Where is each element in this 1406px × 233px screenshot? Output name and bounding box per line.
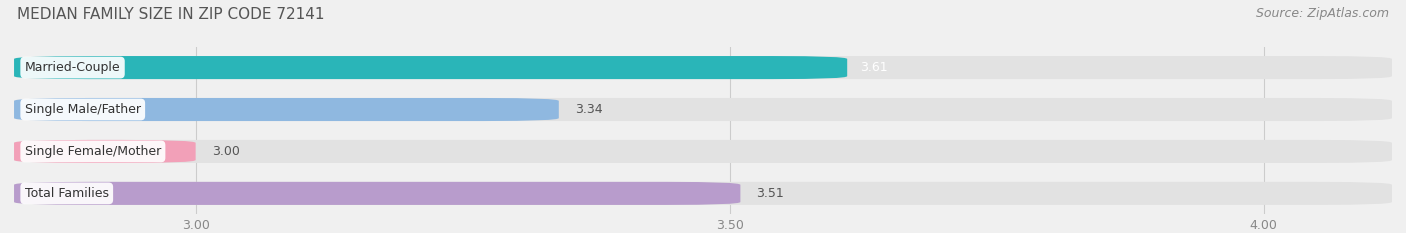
FancyBboxPatch shape: [14, 140, 1392, 163]
FancyBboxPatch shape: [14, 56, 1392, 79]
Text: Source: ZipAtlas.com: Source: ZipAtlas.com: [1256, 7, 1389, 20]
FancyBboxPatch shape: [14, 98, 558, 121]
Text: 3.51: 3.51: [756, 187, 785, 200]
FancyBboxPatch shape: [14, 140, 195, 163]
Text: Single Female/Mother: Single Female/Mother: [25, 145, 162, 158]
FancyBboxPatch shape: [14, 182, 741, 205]
Text: Single Male/Father: Single Male/Father: [25, 103, 141, 116]
Text: Total Families: Total Families: [25, 187, 108, 200]
FancyBboxPatch shape: [14, 56, 848, 79]
Text: MEDIAN FAMILY SIZE IN ZIP CODE 72141: MEDIAN FAMILY SIZE IN ZIP CODE 72141: [17, 7, 325, 22]
FancyBboxPatch shape: [14, 182, 1392, 205]
FancyBboxPatch shape: [14, 98, 1392, 121]
Text: 3.61: 3.61: [860, 61, 887, 74]
Text: 3.34: 3.34: [575, 103, 602, 116]
Text: Married-Couple: Married-Couple: [25, 61, 121, 74]
Text: 3.00: 3.00: [212, 145, 239, 158]
